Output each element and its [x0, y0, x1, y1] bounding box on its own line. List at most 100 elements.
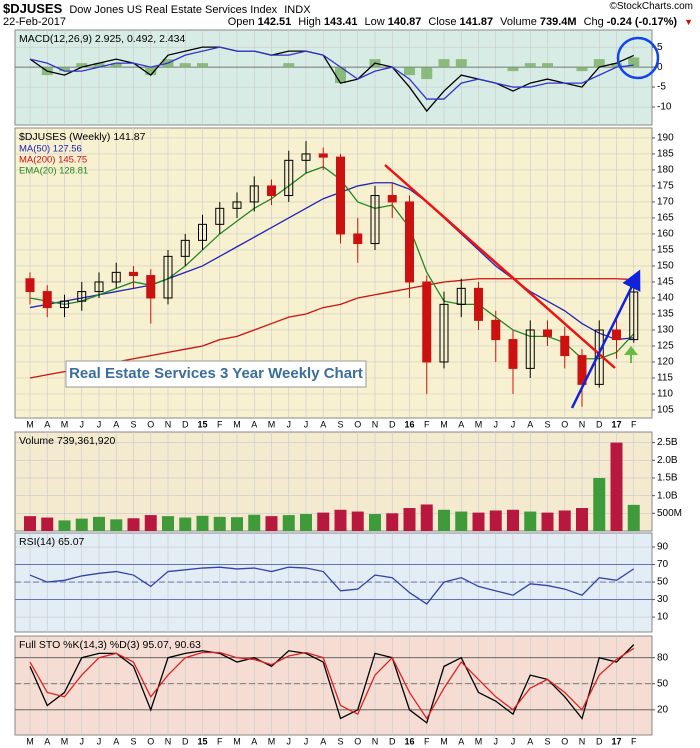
- x-tick-label: D: [182, 736, 189, 746]
- x-tick-label: J: [511, 736, 516, 746]
- x-tick-label: N: [579, 419, 586, 429]
- x-tick-label: A: [458, 736, 464, 746]
- candle-body: [422, 281, 432, 363]
- header-line-1: $DJUSES Dow Jones US Real Estate Service…: [3, 1, 697, 16]
- volume-bar: [282, 515, 295, 531]
- x-tick-label: J: [304, 419, 309, 429]
- y-tick-label: 180: [657, 165, 674, 176]
- x-tick-label: A: [320, 736, 326, 746]
- x-tick-label: D: [596, 736, 603, 746]
- panel: 10 30 50 70 90 RSI(14) 65.07: [14, 532, 669, 633]
- volume-bar: [317, 512, 330, 531]
- stat-label: Volume: [500, 16, 537, 28]
- y-tick-label: 125: [657, 341, 674, 352]
- header-line-2: 22-Feb-2017 Open 142.51 High 143.41 Low 140.8…: [3, 16, 697, 28]
- x-tick-label: J: [304, 736, 309, 746]
- x-tick-label: 17: [611, 736, 621, 746]
- y-tick-label: 50: [657, 678, 669, 689]
- candle-body: [77, 291, 87, 302]
- panel: 500M 1.0B 1.5B 2.0B 2.5B Volume 739,361,920: [14, 431, 682, 532]
- volume-bar: [351, 511, 364, 531]
- candle-body: [508, 339, 518, 369]
- histogram-bar: [611, 63, 622, 68]
- stat-value: 739.4M: [539, 16, 577, 28]
- stats: Open 142.51 High 143.41 Low 140.87 Close 141.87…: [228, 16, 697, 28]
- candle-body: [353, 233, 363, 245]
- x-tick-label: 15: [197, 419, 207, 429]
- x-tick-label: A: [458, 419, 464, 429]
- candle-body: [232, 201, 242, 209]
- y-tick-label: -10: [657, 102, 672, 113]
- date: 22-Feb-2017: [3, 16, 66, 28]
- candle-body: [439, 303, 449, 363]
- x-tick-label: N: [579, 736, 586, 746]
- histogram-bar: [404, 67, 415, 76]
- histogram-bar: [421, 67, 433, 80]
- panel-legend: Volume 739,361,920: [19, 435, 115, 447]
- x-tick-label: J: [97, 736, 102, 746]
- y-tick-label: 185: [657, 149, 674, 160]
- volume-bar: [472, 512, 485, 531]
- y-tick-label: 2.5B: [657, 437, 678, 448]
- series-line: [29, 278, 634, 379]
- volume-bar: [179, 517, 192, 531]
- candle-body: [405, 201, 414, 283]
- histogram-bar: [283, 63, 295, 68]
- candle-body: [491, 319, 501, 341]
- panel: 5 0 -5 -10 MACD(12,26,9) 2.925, 0.492, 2.434: [14, 29, 672, 126]
- volume-bar: [41, 517, 54, 531]
- x-tick-label: A: [527, 419, 533, 429]
- x-tick-label: M: [440, 736, 448, 746]
- stat-value: 141.87: [459, 16, 494, 28]
- histogram-bar: [93, 63, 105, 68]
- credit: ©StockCharts.com: [609, 1, 693, 12]
- y-tick-label: 70: [657, 559, 669, 570]
- candle-body: [111, 271, 121, 283]
- y-tick-label: 30: [657, 594, 669, 605]
- x-tick-label: S: [130, 419, 136, 429]
- histogram-bar: [593, 59, 605, 68]
- annotations: Real Estate Services 3 Year Weekly Chart: [65, 36, 660, 409]
- volume-bar: [110, 519, 123, 531]
- candle-body: [560, 335, 570, 357]
- y-tick-label: 2.0B: [657, 455, 678, 466]
- histogram-bar: [507, 67, 519, 72]
- panel-legend: $DJUSES (Weekly) 141.87: [19, 131, 146, 143]
- x-tick-label: F: [631, 419, 637, 429]
- volume-bar: [231, 517, 243, 531]
- candle-body: [284, 159, 294, 197]
- volume-bar: [248, 514, 261, 531]
- candle-body: [146, 275, 156, 299]
- y-tick-label: 155: [657, 245, 674, 256]
- legend-entry: EMA(20) 128.81: [19, 166, 88, 177]
- volume-bar: [265, 516, 278, 531]
- x-tick-label: N: [372, 419, 379, 429]
- x-tick-label: O: [147, 736, 154, 746]
- red-trendline: [384, 164, 616, 369]
- green-arrow: [624, 346, 638, 363]
- x-tick-label: F: [424, 736, 430, 746]
- candle-body: [180, 239, 190, 257]
- volume-bar: [438, 509, 450, 531]
- histogram-bar: [524, 63, 536, 68]
- y-tick-label: 500M: [657, 508, 682, 519]
- volume-bar: [127, 518, 140, 531]
- x-tick-label: M: [233, 736, 241, 746]
- x-tick-label: F: [424, 419, 430, 429]
- volume-bar: [524, 511, 537, 531]
- volume-bar: [144, 515, 157, 531]
- x-tick-label: 16: [404, 736, 414, 746]
- candle-body: [198, 223, 207, 241]
- annotation-box: [65, 360, 367, 388]
- x-tick-label: 15: [197, 736, 207, 746]
- x-tick-label: F: [217, 736, 223, 746]
- histogram-bar: [335, 67, 346, 84]
- volume-bar: [386, 513, 399, 531]
- x-tick-label: M: [233, 419, 241, 429]
- histogram-bar: [576, 67, 588, 72]
- x-tick-label: M: [61, 736, 69, 746]
- exchange: INDX: [284, 4, 311, 16]
- y-tick-label: -5: [657, 82, 666, 93]
- y-tick-label: 50: [657, 577, 669, 588]
